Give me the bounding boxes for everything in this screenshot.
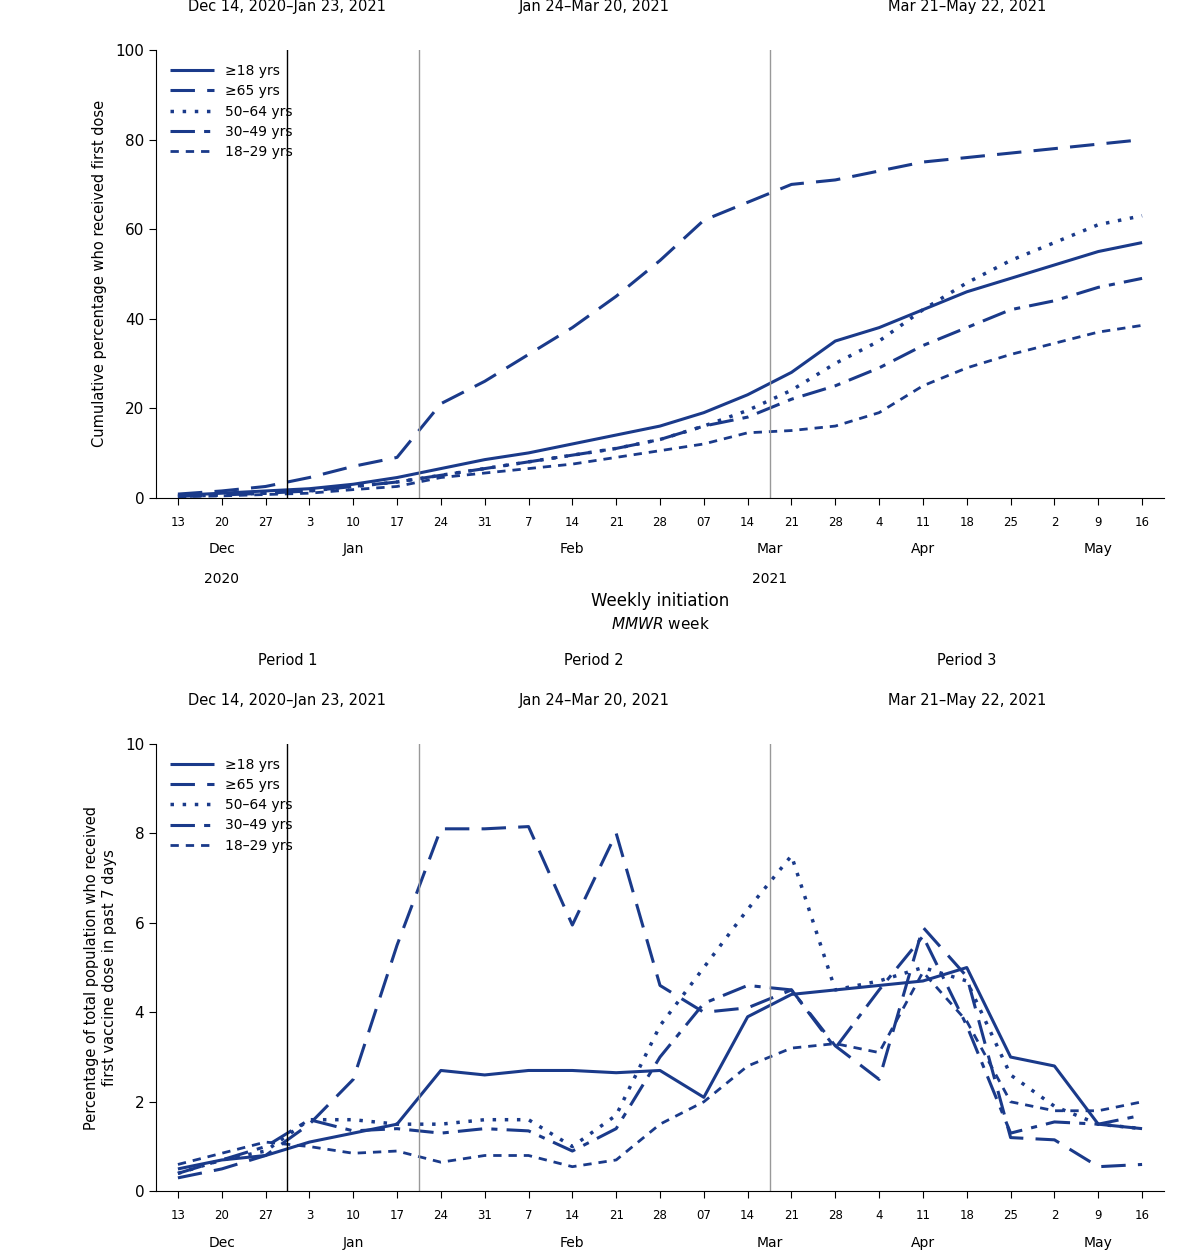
Text: 14: 14 <box>740 1209 755 1223</box>
Text: 16: 16 <box>1134 515 1150 529</box>
Text: 2021: 2021 <box>752 572 787 586</box>
Text: 13: 13 <box>170 515 185 529</box>
Text: 17: 17 <box>390 515 404 529</box>
Text: 21: 21 <box>608 515 624 529</box>
Text: 4: 4 <box>875 1209 883 1223</box>
Text: Jan: Jan <box>342 1236 364 1250</box>
Text: 31: 31 <box>478 515 492 529</box>
Text: 25: 25 <box>1003 515 1018 529</box>
Text: 07: 07 <box>696 515 712 529</box>
Text: 25: 25 <box>1003 1209 1018 1223</box>
Text: Feb: Feb <box>560 1236 584 1250</box>
Text: 17: 17 <box>390 1209 404 1223</box>
Text: 16: 16 <box>1134 1209 1150 1223</box>
Text: 28: 28 <box>828 1209 842 1223</box>
Y-axis label: Cumulative percentage who received first dose: Cumulative percentage who received first… <box>92 100 107 448</box>
Text: May: May <box>1084 1236 1112 1250</box>
Text: Mar: Mar <box>756 543 782 557</box>
Legend: ≥18 yrs, ≥65 yrs, 50–64 yrs, 30–49 yrs, 18–29 yrs: ≥18 yrs, ≥65 yrs, 50–64 yrs, 30–49 yrs, … <box>163 58 300 166</box>
Text: 3: 3 <box>306 515 313 529</box>
Legend: ≥18 yrs, ≥65 yrs, 50–64 yrs, 30–49 yrs, 18–29 yrs: ≥18 yrs, ≥65 yrs, 50–64 yrs, 30–49 yrs, … <box>163 751 300 860</box>
Text: 24: 24 <box>433 1209 449 1223</box>
Text: Mar 21–May 22, 2021: Mar 21–May 22, 2021 <box>888 0 1046 14</box>
Text: Jan 24–Mar 20, 2021: Jan 24–Mar 20, 2021 <box>518 693 670 709</box>
Text: 11: 11 <box>916 515 930 529</box>
Text: Weekly initiation: Weekly initiation <box>590 592 730 609</box>
Text: 20: 20 <box>215 515 229 529</box>
Text: 14: 14 <box>740 515 755 529</box>
Text: 28: 28 <box>653 515 667 529</box>
Text: 27: 27 <box>258 515 274 529</box>
Text: Period 2: Period 2 <box>564 653 624 667</box>
Text: 14: 14 <box>565 1209 580 1223</box>
Text: Jan 24–Mar 20, 2021: Jan 24–Mar 20, 2021 <box>518 0 670 14</box>
Text: 7: 7 <box>524 1209 533 1223</box>
Text: Dec 14, 2020–Jan 23, 2021: Dec 14, 2020–Jan 23, 2021 <box>188 693 386 709</box>
Text: Jan: Jan <box>342 543 364 557</box>
Text: Apr: Apr <box>911 543 935 557</box>
Text: 9: 9 <box>1094 515 1102 529</box>
Text: 18: 18 <box>959 515 974 529</box>
Text: 31: 31 <box>478 1209 492 1223</box>
Text: Mar 21–May 22, 2021: Mar 21–May 22, 2021 <box>888 693 1046 709</box>
Text: 21: 21 <box>784 515 799 529</box>
Text: 07: 07 <box>696 1209 712 1223</box>
Text: 24: 24 <box>433 515 449 529</box>
Text: Dec: Dec <box>209 1236 235 1250</box>
Text: 20: 20 <box>215 1209 229 1223</box>
Y-axis label: Percentage of total population who received
first vaccine dose in past 7 days: Percentage of total population who recei… <box>84 805 116 1130</box>
Text: 21: 21 <box>608 1209 624 1223</box>
Text: 10: 10 <box>346 515 361 529</box>
Text: Dec 14, 2020–Jan 23, 2021: Dec 14, 2020–Jan 23, 2021 <box>188 0 386 14</box>
Text: 10: 10 <box>346 1209 361 1223</box>
Text: 11: 11 <box>916 1209 930 1223</box>
Text: 2: 2 <box>1051 1209 1058 1223</box>
Text: Mar: Mar <box>756 1236 782 1250</box>
Text: 14: 14 <box>565 515 580 529</box>
Text: 4: 4 <box>875 515 883 529</box>
Text: 28: 28 <box>653 1209 667 1223</box>
Text: May: May <box>1084 543 1112 557</box>
Text: 18: 18 <box>959 1209 974 1223</box>
Text: 9: 9 <box>1094 1209 1102 1223</box>
Text: 2020: 2020 <box>204 572 239 586</box>
Text: 21: 21 <box>784 1209 799 1223</box>
Text: 27: 27 <box>258 1209 274 1223</box>
Text: 13: 13 <box>170 1209 185 1223</box>
Text: 3: 3 <box>306 1209 313 1223</box>
Text: Period 1: Period 1 <box>258 653 317 667</box>
Text: $\it{MMWR}$ week: $\it{MMWR}$ week <box>611 616 709 632</box>
Text: Dec: Dec <box>209 543 235 557</box>
Text: Period 3: Period 3 <box>937 653 996 667</box>
Text: Feb: Feb <box>560 543 584 557</box>
Text: 28: 28 <box>828 515 842 529</box>
Text: 7: 7 <box>524 515 533 529</box>
Text: Apr: Apr <box>911 1236 935 1250</box>
Text: 2: 2 <box>1051 515 1058 529</box>
